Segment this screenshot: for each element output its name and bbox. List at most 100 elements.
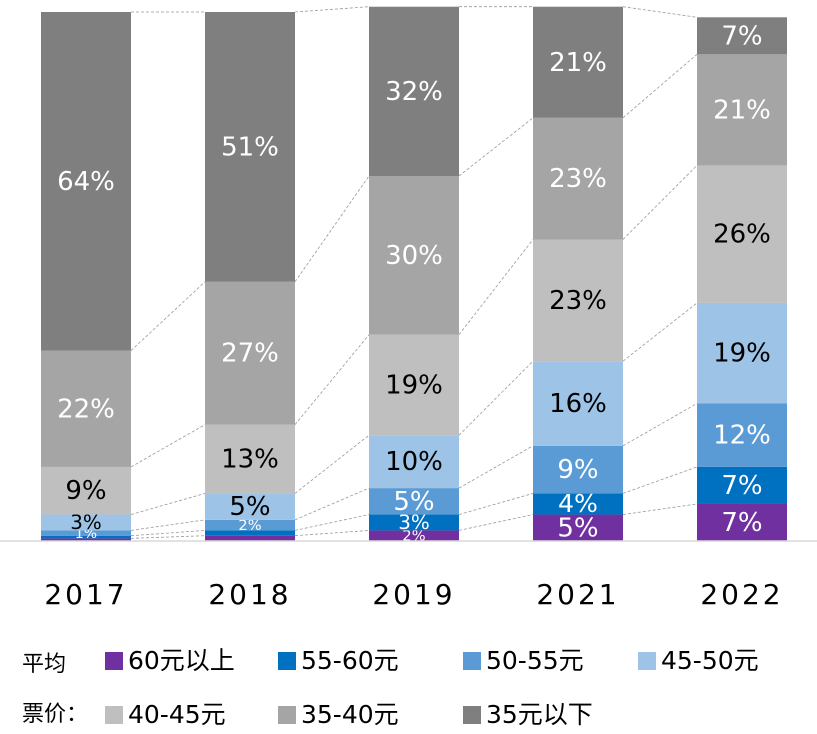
legend-label: 35元以下	[486, 700, 593, 729]
legend-swatch	[105, 652, 123, 670]
bar-segment	[41, 538, 131, 541]
data-label: 5%	[229, 492, 270, 522]
data-label: 7%	[721, 471, 762, 501]
legend-label: 40-45元	[128, 700, 226, 729]
data-label: 51%	[221, 132, 279, 162]
connector-line	[458, 239, 534, 335]
legend-swatch	[463, 652, 481, 670]
legend-label: 50-55元	[486, 646, 584, 675]
data-label: 4%	[558, 489, 598, 518]
connector-line	[622, 466, 698, 494]
bar-segment	[205, 493, 295, 520]
bar-segment	[41, 514, 131, 531]
connector-line	[458, 117, 534, 177]
connector-line	[294, 334, 370, 425]
bar-segment	[369, 175, 459, 335]
data-label: 16%	[549, 389, 607, 419]
data-label: 7%	[721, 21, 762, 51]
connector-line	[130, 519, 206, 531]
bar-segment	[369, 530, 459, 541]
legend-label: 45-50元	[661, 646, 759, 675]
bar-segment	[205, 530, 295, 536]
connector-line	[130, 424, 206, 468]
data-label: 27%	[221, 339, 279, 369]
bar-segment	[697, 466, 787, 504]
data-label: 13%	[221, 445, 279, 475]
data-label: 3%	[398, 511, 430, 534]
bar-segment	[369, 514, 459, 531]
x-tick-label: 2019	[372, 578, 455, 611]
bar-segment	[697, 503, 787, 541]
data-label: 5%	[557, 513, 598, 543]
bar-segment	[533, 239, 623, 362]
x-tick-label: 2018	[208, 578, 291, 611]
data-label: 23%	[549, 286, 607, 316]
data-label: 30%	[385, 241, 443, 271]
bar-segment	[41, 350, 131, 467]
bar-segment	[205, 424, 295, 494]
bar-segment	[205, 12, 295, 282]
x-tick-label: 2022	[700, 578, 783, 611]
connector-line	[130, 493, 206, 515]
connector-line	[458, 493, 534, 515]
bar-segment	[205, 519, 295, 531]
bar-segment	[533, 445, 623, 494]
data-label: 3%	[70, 511, 102, 534]
legend-swatch	[463, 706, 481, 724]
connector-line	[130, 535, 206, 539]
connector-line	[294, 514, 370, 531]
legend-swatch	[278, 652, 296, 670]
bar-segment	[697, 302, 787, 404]
bar-segment	[533, 117, 623, 240]
data-label: 23%	[549, 164, 607, 194]
bar-segment	[697, 165, 787, 303]
legend-label: 55-60元	[301, 646, 399, 675]
data-label: 5%	[393, 487, 434, 517]
data-label: 2%	[238, 517, 261, 534]
legend-label: 35-40元	[301, 700, 399, 729]
bar-segment	[41, 530, 131, 536]
data-label: 19%	[713, 339, 771, 369]
bar-segment	[369, 488, 459, 515]
bar-segment	[697, 54, 787, 166]
connector-line	[130, 281, 206, 351]
bar-segment	[369, 334, 459, 436]
bar-segment	[533, 361, 623, 446]
data-label: 22%	[57, 394, 115, 424]
bar-segment	[41, 535, 131, 539]
data-label: 12%	[713, 421, 771, 451]
bar-segment	[369, 435, 459, 489]
connector-line	[294, 6, 370, 13]
bar-segment	[41, 12, 131, 351]
connector-line	[294, 175, 370, 283]
legend-title: 平均	[22, 652, 66, 677]
connector-line	[458, 360, 534, 436]
bar-segment	[41, 466, 131, 515]
connector-line	[458, 514, 534, 531]
data-label: 9%	[65, 476, 106, 506]
legend-swatch	[105, 706, 123, 724]
bar-segment	[533, 6, 623, 118]
connector-line	[622, 503, 698, 515]
data-label: 21%	[549, 48, 607, 78]
connector-line	[294, 434, 370, 494]
connector-line	[294, 530, 370, 537]
bar-segment	[533, 493, 623, 515]
legend-swatch	[278, 706, 296, 724]
connector-line	[130, 530, 206, 537]
connector-line	[622, 302, 698, 362]
legend-label: 60元以上	[128, 646, 235, 675]
legend-swatch	[638, 652, 656, 670]
data-label: 10%	[385, 447, 443, 477]
bar-segment	[369, 6, 459, 176]
connector-line	[458, 445, 534, 489]
bar-segment	[533, 514, 623, 541]
data-label: 21%	[713, 95, 771, 125]
data-label: 7%	[721, 508, 762, 538]
x-tick-label: 2021	[536, 578, 619, 611]
x-tick-label: 2017	[44, 578, 127, 611]
data-label: 64%	[57, 167, 115, 197]
bar-segment	[205, 281, 295, 425]
data-label: 32%	[385, 77, 443, 107]
